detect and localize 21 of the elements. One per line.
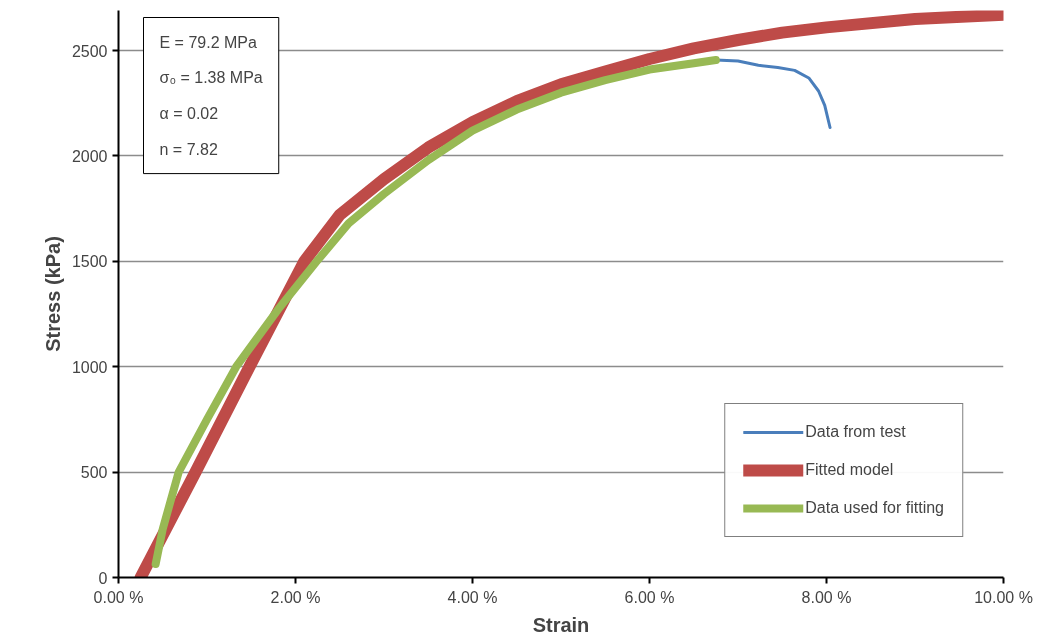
annotation: n = 7.82 — [159, 140, 218, 158]
x-tick-label: 0.00 % — [93, 588, 144, 606]
y-tick-label: 1500 — [71, 253, 108, 271]
annotation: σ₀ = 1.38 MPa — [159, 69, 263, 87]
y-tick-label: 2500 — [71, 42, 108, 60]
y-tick-label: 0 — [98, 569, 108, 587]
x-tick-label: 6.00 % — [624, 588, 675, 606]
legend-label: Data from test — [805, 423, 906, 441]
x-tick-label: 8.00 % — [801, 588, 852, 606]
annotation: E = 79.2 MPa — [159, 33, 257, 51]
y-axis-title: Stress (kPa) — [41, 236, 64, 352]
annotation: α = 0.02 — [159, 104, 219, 122]
legend-label: Fitted model — [805, 461, 894, 479]
x-tick-label: 10.00 % — [974, 588, 1033, 606]
y-tick-label: 500 — [80, 464, 108, 482]
y-tick-label: 2000 — [71, 147, 108, 165]
x-axis-title: Strain — [532, 613, 590, 636]
y-tick-label: 1000 — [71, 358, 108, 376]
x-tick-label: 4.00 % — [447, 588, 498, 606]
x-tick-label: 2.00 % — [270, 588, 321, 606]
legend-label: Data used for fitting — [805, 499, 944, 517]
